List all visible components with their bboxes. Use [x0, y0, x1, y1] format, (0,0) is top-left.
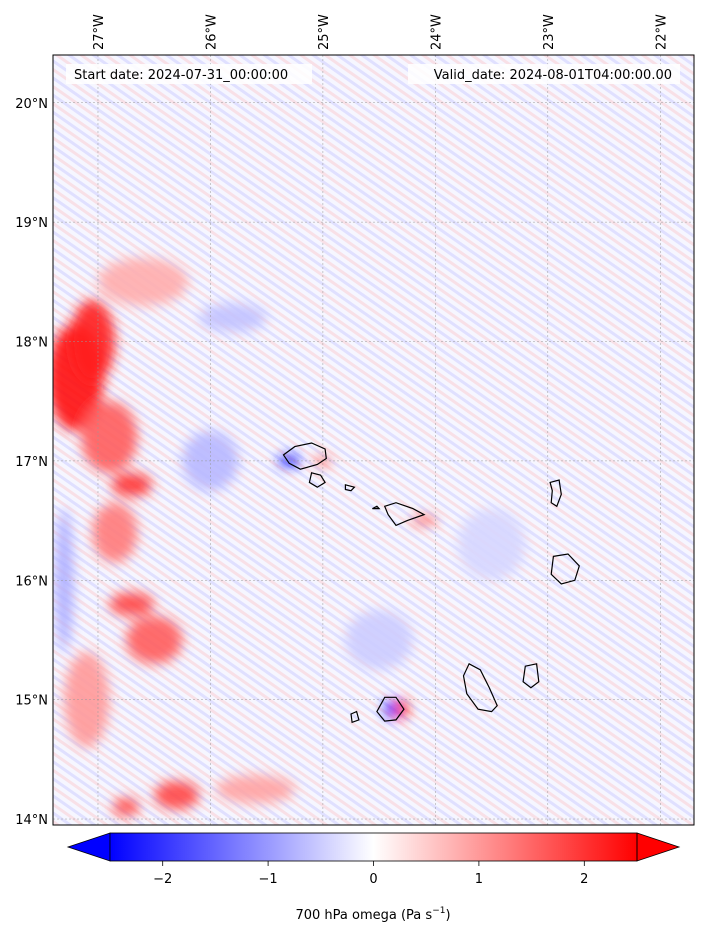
- omega-blob-21: [457, 508, 526, 581]
- longitude-tick-labels: 27°W 26°W 25°W 24°W 23°W 22°W: [92, 14, 669, 50]
- colorbar-tick-label: 1: [475, 872, 483, 887]
- lat-tick-label: 16°N: [15, 574, 48, 589]
- lat-tick-label: 14°N: [15, 813, 48, 828]
- start-date-label: Start date: 2024-07-31_00:00:00: [74, 68, 288, 83]
- colorbar-ticks: −2 −1 0 1 2: [153, 861, 588, 887]
- island-outline-5: [549, 479, 562, 508]
- map-frame: [52, 54, 695, 826]
- lon-tick-label: 23°W: [542, 14, 557, 50]
- omega-blob-20: [345, 610, 413, 670]
- island-outline-0: [282, 442, 327, 470]
- island-outline-10: [350, 710, 360, 724]
- omega-blob-4: [92, 502, 138, 563]
- colorbar-label: 700 hPa omega (Pa s−1): [295, 906, 450, 923]
- valid-date-label: Valid_date: 2024-08-01T04:00:00.00: [434, 68, 672, 83]
- colorbar-high-extend: [636, 832, 681, 862]
- lon-tick-label: 27°W: [92, 14, 107, 50]
- omega-blob-9: [216, 774, 295, 804]
- island-outline-2: [344, 484, 356, 492]
- omega-blob-6: [126, 616, 183, 664]
- omega-blob-3: [111, 472, 152, 497]
- colorbar-low-extend: [66, 832, 111, 862]
- omega-blob-2: [81, 401, 138, 473]
- colorbar-tick-label: −2: [153, 872, 172, 887]
- map-panel[interactable]: [47, 54, 695, 826]
- start-label-box: [66, 64, 312, 84]
- omega-blob-7: [154, 780, 200, 810]
- omega-blob-8: [112, 797, 140, 817]
- island-outline-3: [372, 505, 381, 510]
- lon-tick-label: 25°W: [317, 14, 332, 50]
- latitude-tick-labels: 20°N 19°N 18°N 17°N 16°N 15°N 14°N: [15, 97, 48, 828]
- colorbar-tick-label: 2: [580, 872, 588, 887]
- lat-tick-label: 18°N: [15, 336, 48, 351]
- omega-blob-15: [384, 699, 396, 719]
- colorbar: −2 −1 0 1 2 700 hPa omega (Pa s−1): [66, 832, 681, 923]
- graticule: [53, 55, 694, 825]
- omega-blob-14: [394, 699, 409, 719]
- wave-texture: [53, 55, 694, 825]
- coastlines: [282, 442, 580, 724]
- omega-blob-10: [97, 257, 188, 306]
- lon-tick-label: 24°W: [429, 14, 444, 50]
- island-outline-4: [383, 502, 426, 527]
- lon-tick-label: 22°W: [654, 14, 669, 50]
- island-outline-6: [550, 553, 580, 585]
- lat-tick-label: 20°N: [15, 97, 48, 112]
- lon-tick-label: 26°W: [204, 14, 219, 50]
- lat-tick-label: 17°N: [15, 455, 48, 470]
- lat-tick-label: 15°N: [15, 694, 48, 709]
- colorbar-gradient: [110, 833, 637, 861]
- omega-blob-16: [410, 515, 438, 526]
- colorbar-tick-label: 0: [369, 872, 377, 887]
- island-outline-7: [462, 662, 498, 713]
- lat-tick-label: 19°N: [15, 216, 48, 231]
- valid-label-box: [408, 64, 680, 84]
- island-outline-1: [308, 472, 326, 488]
- omega-blob-19: [199, 303, 267, 332]
- omega-blob-1: [69, 299, 115, 384]
- omega-blob-18: [55, 508, 74, 652]
- omega-blob-5: [109, 592, 155, 617]
- colorbar-tick-label: −1: [259, 872, 278, 887]
- island-outline-9: [376, 696, 405, 722]
- island-outline-8: [522, 663, 540, 689]
